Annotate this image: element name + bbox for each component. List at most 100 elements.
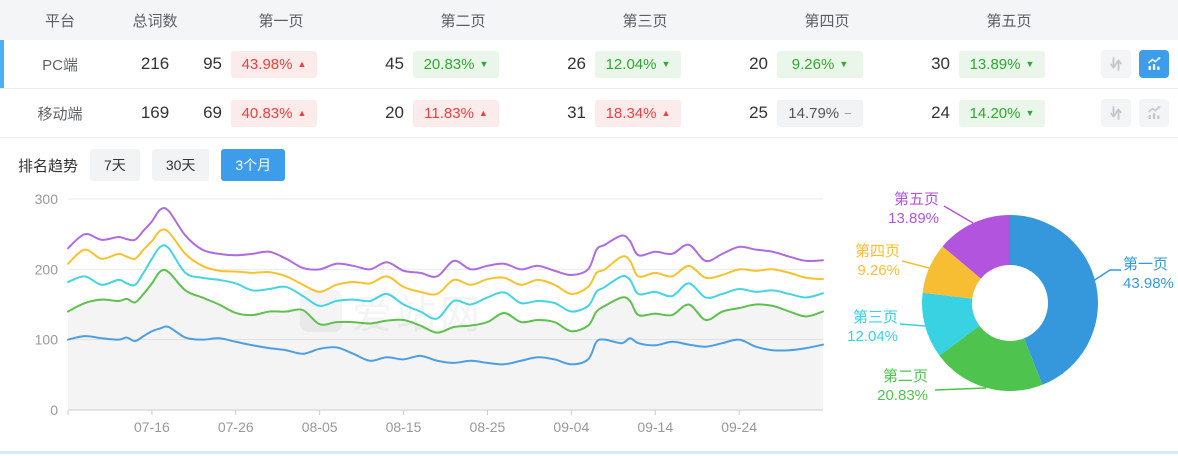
trend-direction-icon: ▼: [1025, 58, 1035, 69]
donut-svg: [899, 205, 1121, 391]
active-row-indicator: [0, 40, 4, 88]
trend-direction-icon: −: [844, 105, 852, 121]
trend-direction-icon: ▼: [1025, 107, 1035, 118]
svg-text:0: 0: [50, 402, 58, 418]
page-count: 20: [385, 103, 404, 122]
donut-label-percent: 9.26%: [857, 262, 900, 279]
trend-direction-icon: ▲: [478, 107, 488, 118]
sort-button[interactable]: [1101, 99, 1131, 127]
donut-label-name: 第二页: [882, 368, 928, 385]
col-header-platform: 平台: [44, 12, 75, 30]
donut-label-name: 第三页: [852, 309, 898, 326]
trend-direction-icon: ▲: [297, 107, 307, 118]
donut-label-name: 第五页: [893, 191, 939, 208]
table-header: 平台 总词数 第一页 第二页 第三页 第四页 第五页: [0, 0, 1178, 40]
donut-label-percent: 12.04%: [847, 328, 898, 345]
change-badge: 12.04% ▼: [595, 50, 681, 78]
svg-text:300: 300: [35, 191, 59, 207]
svg-text:07-26: 07-26: [218, 419, 254, 435]
table-row-mobile[interactable]: 移动端 169 69 40.83% ▲ 20 11.83% ▲ 31 18.34…: [0, 89, 1178, 138]
col-header-total: 总词数: [132, 12, 178, 30]
change-pct: 14.79%: [788, 104, 840, 122]
table-row-pc[interactable]: PC端 216 95 43.98% ▲ 45 20.83% ▼ 26 12.04…: [0, 40, 1178, 89]
col-header-page4: 第四页: [804, 12, 850, 30]
trend-direction-icon: ▼: [661, 58, 671, 69]
change-badge: 18.34% ▲: [595, 99, 681, 127]
change-badge: 14.79% −: [777, 99, 863, 127]
trend-button[interactable]: [1139, 50, 1169, 78]
trend-direction-icon: ▲: [297, 58, 307, 69]
trend-direction-icon: ▼: [839, 58, 849, 69]
change-pct: 14.20%: [969, 104, 1021, 122]
platform-label: 移动端: [37, 105, 83, 123]
trend-chart-icon: [1148, 57, 1161, 70]
page-count: 31: [567, 103, 586, 122]
page-count: 95: [203, 54, 222, 73]
col-header-page1: 第一页: [258, 12, 304, 30]
page-count: 45: [385, 54, 404, 73]
page-count: 26: [567, 54, 586, 73]
platform-label: PC端: [42, 56, 78, 74]
change-pct: 20.83%: [423, 55, 475, 73]
page-distribution-donut-chart: 第一页 43.98% 第二页 20.83% 第三页 12.04% 第四页 9.26% 第五页 13…: [840, 185, 1178, 451]
page-count: 24: [931, 103, 950, 122]
change-badge: 11.83% ▲: [413, 99, 499, 127]
total-words-value: 216: [140, 54, 170, 73]
trend-direction-icon: ▲: [661, 107, 671, 118]
sort-arrows-icon: [1110, 57, 1122, 71]
svg-text:200: 200: [35, 261, 59, 277]
change-badge: 43.98% ▲: [231, 50, 317, 78]
filter-3months-button[interactable]: 3个月: [221, 149, 286, 181]
trend-title: 排名趋势: [18, 157, 79, 175]
col-header-page3: 第三页: [622, 12, 668, 30]
page-count: 30: [931, 54, 950, 73]
page5-cell: 30 13.89% ▼: [918, 50, 1100, 78]
col-header-page2: 第二页: [440, 12, 486, 30]
page-count: 25: [749, 103, 768, 122]
filter-30days-button[interactable]: 30天: [151, 149, 210, 181]
change-badge: 13.89% ▼: [959, 50, 1045, 78]
page1-cell: 95 43.98% ▲: [190, 50, 372, 78]
change-badge: 14.20% ▼: [959, 99, 1045, 127]
sort-button[interactable]: [1101, 50, 1131, 78]
donut-label-percent: 13.89%: [888, 210, 939, 227]
ranking-table: 平台 总词数 第一页 第二页 第三页 第四页 第五页 PC端 216 95 43…: [0, 0, 1178, 138]
page3-cell: 31 18.34% ▲: [554, 99, 736, 127]
col-header-page5: 第五页: [986, 12, 1032, 30]
donut-label: 第三页 12.04%: [840, 308, 898, 346]
change-badge: 20.83% ▼: [413, 50, 499, 78]
donut-label-name: 第四页: [854, 243, 900, 260]
row-actions: [1100, 99, 1178, 127]
bottom-divider: [0, 451, 1178, 454]
svg-text:08-15: 08-15: [386, 419, 422, 435]
page4-cell: 25 14.79% −: [736, 99, 918, 127]
svg-text:08-25: 08-25: [470, 419, 506, 435]
ranking-trend-line-chart: 0 100 200 300 07-16 07-26 08-05 08-15 08-25 09-04…: [35, 191, 824, 435]
change-pct: 11.83%: [424, 104, 474, 122]
change-pct: 9.26%: [791, 55, 835, 73]
change-badge: 9.26% ▼: [777, 50, 863, 78]
page1-cell: 69 40.83% ▲: [190, 99, 372, 127]
svg-text:07-16: 07-16: [134, 419, 170, 435]
donut-label-percent: 20.83%: [877, 387, 928, 404]
donut-label: 第四页 9.26%: [840, 242, 900, 280]
page-count: 20: [749, 54, 768, 73]
donut-label: 第一页 43.98%: [1123, 255, 1174, 293]
change-pct: 12.04%: [605, 55, 657, 73]
svg-text:09-14: 09-14: [637, 419, 673, 435]
svg-text:09-04: 09-04: [553, 419, 589, 435]
page2-cell: 20 11.83% ▲: [372, 99, 554, 127]
total-words-value: 169: [140, 103, 170, 122]
svg-text:08-05: 08-05: [302, 419, 338, 435]
svg-text:09-24: 09-24: [721, 419, 757, 435]
row-actions: [1100, 50, 1178, 78]
change-badge: 40.83% ▲: [231, 99, 317, 127]
filter-7days-button[interactable]: 7天: [90, 149, 140, 181]
page-count: 69: [203, 103, 222, 122]
svg-text:100: 100: [35, 332, 59, 348]
page5-cell: 24 14.20% ▼: [918, 99, 1100, 127]
trend-controls: 排名趋势 7天 30天 3个月: [0, 146, 286, 184]
trend-button[interactable]: [1139, 99, 1169, 127]
donut-label-name: 第一页: [1123, 256, 1169, 273]
donut-label-percent: 43.98%: [1123, 275, 1174, 292]
